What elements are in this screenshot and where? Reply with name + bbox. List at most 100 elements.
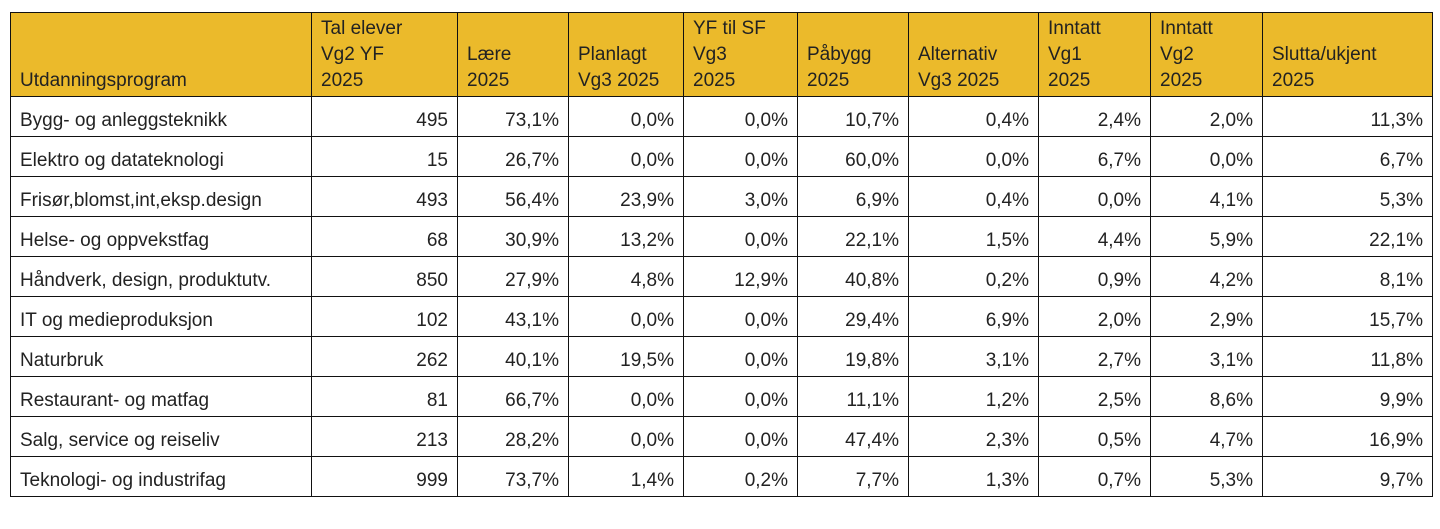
value-cell: 7,7% — [797, 456, 909, 497]
header-cell: Alternativ Vg3 2025 — [908, 12, 1039, 97]
row-label: Helse- og oppvekstfag — [10, 216, 312, 257]
value-cell: 23,9% — [568, 176, 684, 217]
table-row: Håndverk, design, produktutv. 850 27,9% 4,8… — [10, 256, 1433, 297]
value-cell: 0,0% — [683, 376, 798, 417]
value-cell: 19,8% — [797, 336, 909, 377]
value-cell: 213 — [311, 416, 458, 457]
header-cell: Lære 2025 — [457, 12, 569, 97]
value-cell: 3,0% — [683, 176, 798, 217]
value-cell: 1,2% — [908, 376, 1039, 417]
value-cell: 28,2% — [457, 416, 569, 457]
table-row: IT og medieproduksjon 102 43,1% 0,0% 0,0% 29,… — [10, 296, 1433, 337]
table-row: Bygg- og anleggsteknikk 495 73,1% 0,0% 0,0% 1… — [10, 96, 1433, 137]
value-cell: 8,1% — [1262, 256, 1433, 297]
value-cell: 2,5% — [1038, 376, 1151, 417]
value-cell: 16,9% — [1262, 416, 1433, 457]
value-cell: 13,2% — [568, 216, 684, 257]
table-row: Salg, service og reiseliv 213 28,2% 0,0% 0,0… — [10, 416, 1433, 457]
row-label: Salg, service og reiseliv — [10, 416, 312, 457]
value-cell: 15,7% — [1262, 296, 1433, 337]
value-cell: 12,9% — [683, 256, 798, 297]
value-cell: 27,9% — [457, 256, 569, 297]
value-cell: 43,1% — [457, 296, 569, 337]
value-cell: 0,0% — [568, 296, 684, 337]
value-cell: 5,3% — [1262, 176, 1433, 217]
header-cell: Påbygg 2025 — [797, 12, 909, 97]
value-cell: 29,4% — [797, 296, 909, 337]
row-label: Restaurant- og matfag — [10, 376, 312, 417]
value-cell: 22,1% — [797, 216, 909, 257]
value-cell: 73,1% — [457, 96, 569, 137]
value-cell: 0,4% — [908, 96, 1039, 137]
value-cell: 0,0% — [683, 296, 798, 337]
value-cell: 2,9% — [1150, 296, 1263, 337]
value-cell: 47,4% — [797, 416, 909, 457]
value-cell: 2,7% — [1038, 336, 1151, 377]
value-cell: 6,7% — [1262, 136, 1433, 177]
value-cell: 22,1% — [1262, 216, 1433, 257]
value-cell: 0,0% — [1038, 176, 1151, 217]
value-cell: 0,5% — [1038, 416, 1151, 457]
value-cell: 26,7% — [457, 136, 569, 177]
value-cell: 68 — [311, 216, 458, 257]
value-cell: 81 — [311, 376, 458, 417]
header-cell: Inntatt Vg2 2025 — [1150, 12, 1263, 97]
value-cell: 73,7% — [457, 456, 569, 497]
value-cell: 3,1% — [1150, 336, 1263, 377]
value-cell: 6,9% — [797, 176, 909, 217]
value-cell: 1,3% — [908, 456, 1039, 497]
value-cell: 6,7% — [1038, 136, 1151, 177]
value-cell: 4,7% — [1150, 416, 1263, 457]
value-cell: 262 — [311, 336, 458, 377]
header-cell: YF til SF Vg3 2025 — [683, 12, 798, 97]
value-cell: 66,7% — [457, 376, 569, 417]
value-cell: 8,6% — [1150, 376, 1263, 417]
row-label: Frisør,blomst,int,eksp.design — [10, 176, 312, 217]
value-cell: 15 — [311, 136, 458, 177]
value-cell: 4,2% — [1150, 256, 1263, 297]
value-cell: 1,5% — [908, 216, 1039, 257]
row-label: IT og medieproduksjon — [10, 296, 312, 337]
value-cell: 19,5% — [568, 336, 684, 377]
value-cell: 3,1% — [908, 336, 1039, 377]
header-cell: Tal elever Vg2 YF 2025 — [311, 12, 458, 97]
value-cell: 0,0% — [683, 416, 798, 457]
value-cell: 493 — [311, 176, 458, 217]
row-label: Elektro og datateknologi — [10, 136, 312, 177]
value-cell: 0,0% — [683, 216, 798, 257]
row-label: Håndverk, design, produktutv. — [10, 256, 312, 297]
value-cell: 4,8% — [568, 256, 684, 297]
value-cell: 0,0% — [568, 416, 684, 457]
value-cell: 56,4% — [457, 176, 569, 217]
table-row: Helse- og oppvekstfag 68 30,9% 13,2% 0,0% 22,… — [10, 216, 1433, 257]
value-cell: 4,4% — [1038, 216, 1151, 257]
value-cell: 850 — [311, 256, 458, 297]
value-cell: 9,9% — [1262, 376, 1433, 417]
value-cell: 2,0% — [1150, 96, 1263, 137]
value-cell: 4,1% — [1150, 176, 1263, 217]
table-body: Bygg- og anleggsteknikk 495 73,1% 0,0% 0,0% 1… — [10, 96, 1433, 497]
value-cell: 0,7% — [1038, 456, 1151, 497]
value-cell: 0,0% — [568, 376, 684, 417]
value-cell: 10,7% — [797, 96, 909, 137]
value-cell: 0,0% — [683, 336, 798, 377]
value-cell: 30,9% — [457, 216, 569, 257]
value-cell: 2,0% — [1038, 296, 1151, 337]
value-cell: 2,3% — [908, 416, 1039, 457]
header-cell: Planlagt Vg3 2025 — [568, 12, 684, 97]
value-cell: 40,1% — [457, 336, 569, 377]
value-cell: 102 — [311, 296, 458, 337]
table-row: Naturbruk 262 40,1% 19,5% 0,0% 19,8% 3,1% 2,7% 3… — [10, 336, 1433, 377]
table-row: Frisør,blomst,int,eksp.design 493 56,4% 23,… — [10, 176, 1433, 217]
table-row: Restaurant- og matfag 81 66,7% 0,0% 0,0% 11,1… — [10, 376, 1433, 417]
value-cell: 11,8% — [1262, 336, 1433, 377]
value-cell: 11,3% — [1262, 96, 1433, 137]
value-cell: 2,4% — [1038, 96, 1151, 137]
value-cell: 5,9% — [1150, 216, 1263, 257]
value-cell: 0,0% — [908, 136, 1039, 177]
value-cell: 5,3% — [1150, 456, 1263, 497]
value-cell: 0,2% — [683, 456, 798, 497]
value-cell: 0,0% — [1150, 136, 1263, 177]
value-cell: 999 — [311, 456, 458, 497]
